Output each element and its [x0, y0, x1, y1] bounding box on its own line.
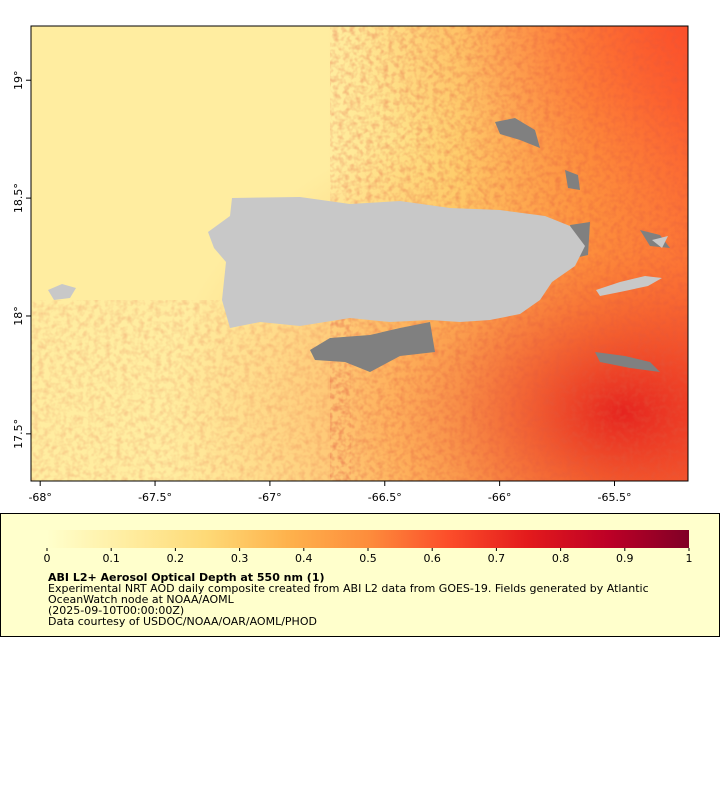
y-tick-label: 19° — [12, 70, 25, 90]
culebra — [652, 236, 668, 248]
legend-line: (2025-09-10T00:00:00Z) — [48, 604, 184, 617]
y-tick-label: 17.5° — [12, 419, 25, 449]
legend-title: ABI L2+ Aerosol Optical Depth at 550 nm … — [48, 571, 325, 584]
colorbar-tick-label: 0.2 — [167, 552, 185, 565]
colorbar-tick-label: 0.3 — [231, 552, 249, 565]
field-texture — [31, 300, 351, 481]
legend-line: Data courtesy of USDOC/NOAA/OAR/AOML/PHO… — [48, 615, 317, 628]
puerto-rico — [208, 197, 585, 328]
no-data-patch — [565, 170, 580, 190]
no-data-patch — [595, 352, 660, 372]
x-tick-label: -66.5° — [368, 491, 402, 504]
mona-island — [48, 284, 76, 300]
colorbar-tick-label: 0.4 — [295, 552, 313, 565]
colorbar-tick-label: 0.8 — [552, 552, 570, 565]
x-tick-label: -65.5° — [598, 491, 632, 504]
y-tick-label: 18° — [12, 306, 25, 326]
no-data-patch — [310, 322, 435, 372]
colorbar-tick-label: 0 — [44, 552, 51, 565]
no-data-patch — [495, 118, 540, 148]
legend-line: Experimental NRT AOD daily composite cre… — [48, 582, 649, 595]
legend-line: OceanWatch node at NOAA/AOML — [48, 593, 235, 606]
colorbar-gradient — [47, 530, 689, 548]
x-tick-label: -67.5° — [138, 491, 172, 504]
vieques — [596, 276, 662, 296]
colorbar-tick-label: 0.6 — [423, 552, 441, 565]
colorbar-tick-label: 0.1 — [102, 552, 120, 565]
x-tick-label: -67° — [258, 491, 281, 504]
land — [48, 197, 668, 328]
y-tick-label: 18.5° — [12, 183, 25, 213]
colorbar-tick-label: 0.7 — [488, 552, 506, 565]
colorbar: 0 0.1 0.2 0.3 0.4 0.5 0.6 0.7 0.8 0.9 1 — [44, 530, 693, 565]
colorbar-tick-label: 0.9 — [616, 552, 634, 565]
x-tick-label: -68° — [28, 491, 51, 504]
x-tick-label: -66° — [488, 491, 511, 504]
aod-field — [31, 26, 688, 481]
axes: -68° -67.5° -67° -66.5° -66° -65.5° 17.5° 18° 18… — [12, 70, 631, 504]
colorbar-tick-label: 0.5 — [359, 552, 377, 565]
map-frame — [30, 25, 689, 482]
colorbar-tick-label: 1 — [686, 552, 693, 565]
